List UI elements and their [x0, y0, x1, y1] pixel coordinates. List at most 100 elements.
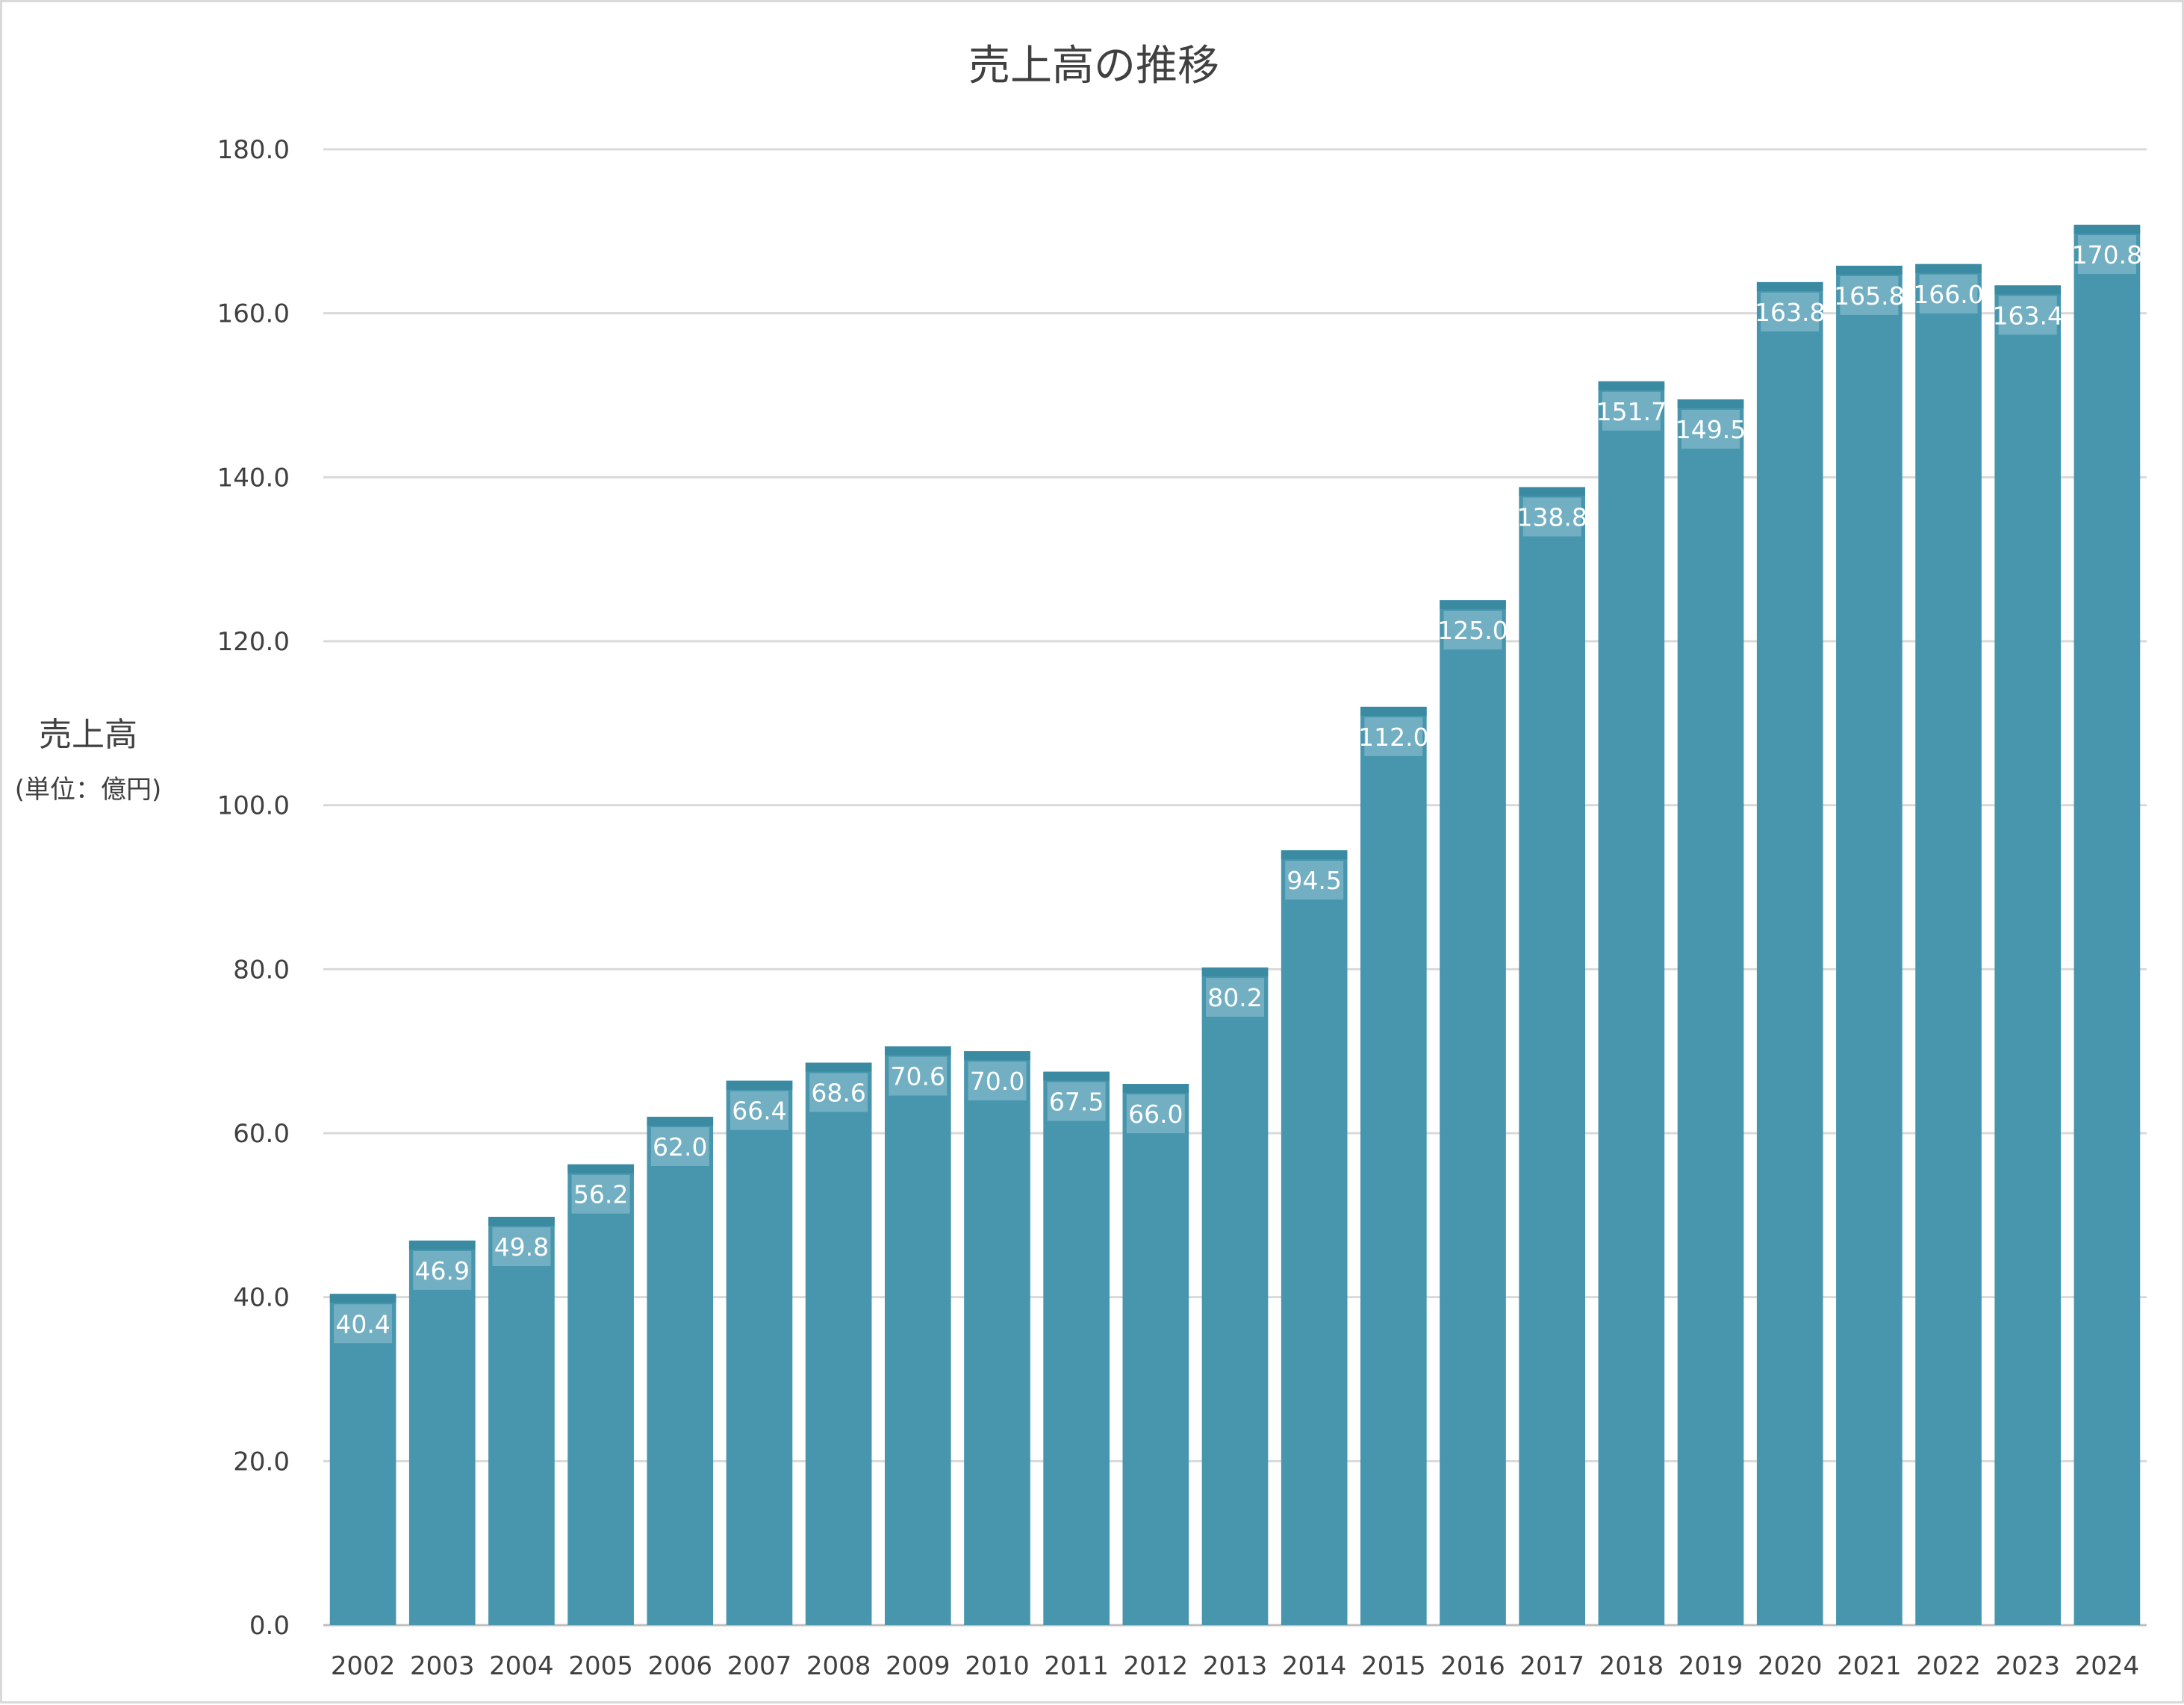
data-label: 80.2 — [1207, 983, 1262, 1012]
bar-cap — [408, 1240, 476, 1250]
x-tick-label: 2013 — [1203, 1651, 1268, 1681]
bar-cap — [1281, 850, 1348, 860]
bar-cap — [726, 1080, 793, 1090]
data-label: 70.0 — [970, 1067, 1024, 1096]
bar-group: 94.5 — [1281, 850, 1348, 1625]
bar — [2073, 225, 2141, 1626]
y-tick-label: 100.0 — [217, 791, 290, 821]
data-label-background — [492, 1227, 551, 1267]
bar-group: 166.0 — [1913, 264, 1984, 1626]
data-label: 67.5 — [1049, 1088, 1104, 1117]
data-label-background — [1602, 391, 1661, 431]
bar-cap — [1915, 264, 1982, 273]
data-label: 112.0 — [1358, 723, 1428, 752]
bar-cap — [964, 1051, 1030, 1061]
bar — [1281, 850, 1348, 1625]
bar-group: 151.7 — [1596, 381, 1667, 1625]
x-tick-label: 2020 — [1758, 1651, 1823, 1681]
x-tick-label: 2014 — [1282, 1651, 1347, 1681]
data-label-background — [1681, 409, 1740, 449]
bar — [1836, 265, 1903, 1625]
bars: 40.4 46.9 49.8 56.2 62.0 66.4 68.6 70.6 70.0 67.5… — [329, 225, 2142, 1626]
data-label-background — [1840, 275, 1899, 315]
bar-cap — [488, 1217, 555, 1226]
data-label-background — [809, 1073, 868, 1112]
data-label: 151.7 — [1596, 397, 1667, 426]
data-label: 62.0 — [653, 1132, 707, 1162]
bar-group: 56.2 — [567, 1164, 634, 1625]
x-tick-label: 2024 — [2075, 1651, 2140, 1681]
bar — [884, 1046, 951, 1625]
data-label: 166.0 — [1913, 280, 1983, 309]
x-tick-label: 2023 — [1995, 1651, 2060, 1681]
bar — [1122, 1084, 1189, 1625]
bar-group: 112.0 — [1358, 706, 1429, 1625]
data-label: 163.4 — [1992, 301, 2062, 330]
data-label: 40.4 — [335, 1309, 390, 1338]
bar — [1440, 600, 1506, 1626]
bar — [726, 1080, 793, 1625]
y-tick-label: 80.0 — [233, 955, 290, 985]
x-tick-label: 2021 — [1837, 1651, 1902, 1681]
bar-cap — [647, 1117, 714, 1126]
bar-group: 163.8 — [1755, 281, 1825, 1626]
data-label-background — [1761, 292, 1820, 331]
bar-cap — [805, 1062, 872, 1072]
y-tick-label: 0.0 — [249, 1611, 290, 1641]
data-label: 49.8 — [494, 1232, 549, 1262]
bar-group: 163.4 — [1992, 285, 2063, 1625]
bar — [1201, 967, 1269, 1625]
data-label-background — [729, 1091, 788, 1130]
chart-title: 売上高の推移 — [968, 42, 1219, 90]
x-tick-label: 2015 — [1361, 1651, 1426, 1681]
bar-cap — [1598, 381, 1665, 390]
data-label-background — [334, 1304, 393, 1344]
data-label-background — [1998, 296, 2057, 335]
y-tick-label: 20.0 — [233, 1447, 290, 1477]
data-label-background — [650, 1127, 709, 1167]
bar-cap — [1122, 1084, 1189, 1094]
data-label: 149.5 — [1676, 415, 1746, 444]
x-tick-label: 2017 — [1519, 1651, 1584, 1681]
bar-group: 67.5 — [1043, 1071, 1110, 1625]
data-label-background — [1443, 611, 1502, 650]
bar-group: 70.0 — [964, 1051, 1030, 1625]
bar — [1360, 706, 1427, 1625]
bar-cap — [567, 1164, 634, 1173]
data-label: 66.4 — [732, 1097, 786, 1126]
data-label: 94.5 — [1287, 866, 1341, 895]
y-tick-label: 120.0 — [217, 627, 290, 657]
data-label-background — [889, 1056, 948, 1096]
data-label-background — [571, 1174, 630, 1214]
bar — [329, 1294, 396, 1625]
bar — [805, 1062, 872, 1625]
bar-group: 66.4 — [726, 1080, 793, 1625]
bar-group: 62.0 — [647, 1117, 714, 1625]
y-tick-label: 60.0 — [233, 1119, 290, 1149]
y-axis-ticks: 0.0 20.0 40.0 60.0 80.0 100.0 120.0 140.0 160.0 1… — [217, 135, 290, 1641]
data-label-background — [413, 1250, 472, 1290]
data-label: 56.2 — [573, 1180, 628, 1209]
bar-cap — [1677, 399, 1744, 408]
bar-cap — [1201, 967, 1269, 977]
bar-group: 125.0 — [1437, 600, 1508, 1626]
bar-cap — [1519, 487, 1586, 496]
y-tick-label: 40.0 — [233, 1283, 290, 1313]
bar-cap — [329, 1294, 396, 1303]
data-label: 66.0 — [1128, 1100, 1183, 1129]
x-tick-label: 2006 — [648, 1651, 713, 1681]
bar-group: 68.6 — [805, 1062, 872, 1625]
x-tick-label: 2018 — [1599, 1651, 1664, 1681]
x-tick-label: 2022 — [1916, 1651, 1981, 1681]
data-label: 46.9 — [415, 1256, 470, 1285]
data-label-background — [1364, 717, 1423, 756]
bar-group: 165.8 — [1834, 265, 1905, 1625]
data-label-background — [2077, 235, 2136, 275]
bar-cap — [884, 1046, 951, 1056]
bar-cap — [1043, 1071, 1110, 1081]
x-tick-label: 2009 — [886, 1651, 951, 1681]
y-tick-label: 160.0 — [217, 299, 290, 329]
bar — [1677, 399, 1744, 1625]
x-tick-label: 2004 — [489, 1651, 554, 1681]
